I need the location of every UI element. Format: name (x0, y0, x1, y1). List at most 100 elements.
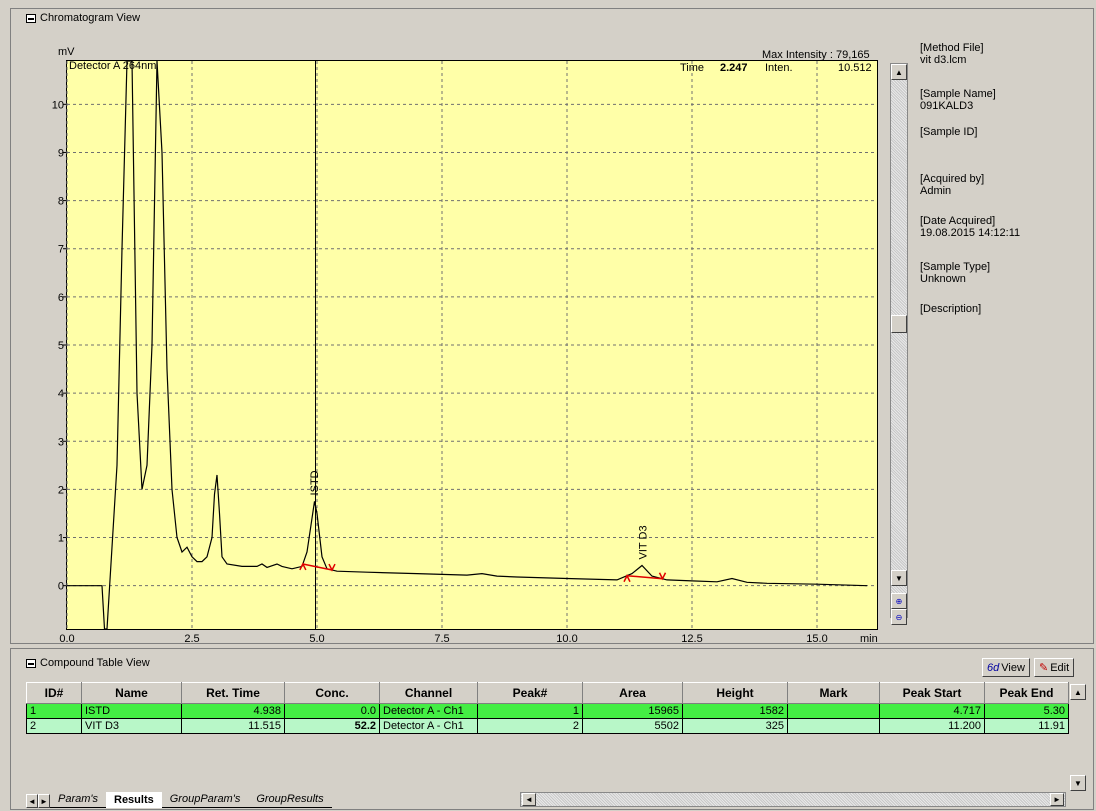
column-header[interactable]: Name (81, 682, 182, 704)
cell-height[interactable]: 1582 (682, 703, 788, 719)
y-tick-label: 8 (58, 196, 64, 208)
peak-start-marker (299, 562, 307, 571)
column-header[interactable]: Height (682, 682, 788, 704)
date-acquired-value: 19.08.2015 14:12:11 (920, 227, 1021, 239)
triangle-down-icon: ▼ (895, 573, 903, 583)
table-horizontal-scrollbar[interactable] (520, 792, 1066, 807)
column-header[interactable]: Peak Start (879, 682, 985, 704)
peak-end-marker (658, 572, 667, 581)
column-header[interactable]: ID# (26, 682, 82, 704)
sample-name-value: 091KALD3 (920, 100, 974, 112)
detector-label: Detector A 264nm (69, 60, 157, 72)
scroll-up-button[interactable]: ▲ (891, 64, 907, 80)
triangle-down-icon: ▼ (1074, 778, 1082, 788)
compound-table-window (10, 648, 1094, 810)
max-intensity-label: Max Intensity : 79,165 (762, 49, 870, 61)
compound-table-titlebar: Compound Table View (26, 655, 150, 671)
cell-ret-time[interactable]: 11.515 (181, 718, 285, 734)
y-unit-label: mV (58, 46, 75, 58)
cell-peak-number[interactable]: 2 (477, 718, 583, 734)
sample-id-label: [Sample ID] (920, 126, 978, 138)
acquired-by-value: Admin (920, 185, 952, 197)
time-label: Time (680, 62, 705, 74)
compound-table[interactable]: ID# Name Ret. Time Conc. Channel Peak# A… (26, 682, 1069, 734)
table-scroll-left-button[interactable]: ◄ (522, 793, 536, 806)
cell-peak-end[interactable]: 5.30 (984, 703, 1069, 719)
time-value: 2.247 (720, 62, 748, 74)
table-row[interactable]: 2 VIT D3 11.515 52.2 Detector A - Ch1 2 … (26, 718, 1069, 734)
integration-baseline (626, 574, 663, 580)
sample-name-label: [Sample Name] (920, 88, 996, 100)
tab-group-results[interactable]: GroupResults (248, 791, 332, 808)
inten-value: 10.512 (838, 62, 872, 74)
cell-area[interactable]: 15965 (582, 703, 683, 719)
peak-end-marker (328, 563, 336, 572)
column-header[interactable]: Ret. Time (181, 682, 285, 704)
table-scroll-right-button[interactable]: ► (1050, 793, 1064, 806)
table-scroll-down-button[interactable]: ▼ (1070, 775, 1086, 791)
edit-button[interactable]: ✎ Edit (1034, 658, 1075, 677)
method-file-value: vit d3.lcm (920, 54, 967, 66)
zoom-out-button[interactable]: ⊖ (891, 609, 907, 625)
column-header[interactable]: Conc. (284, 682, 380, 704)
description-label: [Description] (920, 303, 982, 315)
peak-annotation-label: VIT D3 (638, 525, 650, 559)
window-menu-icon[interactable] (26, 13, 36, 23)
cell-mark[interactable] (787, 718, 880, 734)
cell-channel[interactable]: Detector A - Ch1 (379, 703, 478, 719)
tab-scroll-right-button[interactable]: ► (38, 794, 50, 808)
cell-peak-start[interactable]: 4.717 (879, 703, 985, 719)
y-tick-label: 10 (52, 99, 64, 111)
cell-channel[interactable]: Detector A - Ch1 (379, 718, 478, 734)
cell-conc[interactable]: 0.0 (284, 703, 380, 719)
method-file-label: [Method File] (920, 42, 984, 54)
column-header[interactable]: Area (582, 682, 683, 704)
acquired-by-label: [Acquired by] (920, 173, 985, 185)
tab-scroll-left-button[interactable]: ◄ (26, 794, 38, 808)
cell-peak-end[interactable]: 11.91 (984, 718, 1069, 734)
zoom-in-button[interactable]: ⊕ (891, 593, 907, 609)
chromatogram-view-title: Chromatogram View (40, 12, 141, 24)
y-tick-label: 9 (58, 147, 64, 159)
y-tick-label: 3 (58, 436, 64, 448)
cell-area[interactable]: 5502 (582, 718, 683, 734)
cell-peak-number[interactable]: 1 (477, 703, 583, 719)
chromatogram-view-window (10, 8, 1094, 644)
compound-table-title: Compound Table View (40, 657, 150, 669)
zoom-out-icon: ⊖ (895, 612, 903, 622)
scroll-thumb[interactable] (891, 315, 907, 333)
scroll-down-button[interactable]: ▼ (891, 570, 907, 586)
window-menu-icon[interactable] (26, 658, 36, 668)
sample-type-value: Unknown (920, 273, 966, 285)
y-tick-label: 0 (58, 581, 64, 593)
peak-start-marker (623, 574, 631, 583)
table-row[interactable]: 1 ISTD 4.938 0.0 Detector A - Ch1 1 1596… (26, 703, 1069, 719)
table-header-row: ID# Name Ret. Time Conc. Channel Peak# A… (26, 682, 1069, 704)
tab-group-params[interactable]: GroupParam's (161, 791, 249, 808)
column-header[interactable]: Peak# (477, 682, 583, 704)
cell-ret-time[interactable]: 4.938 (181, 703, 285, 719)
integration-baseline (302, 563, 333, 571)
cell-height[interactable]: 325 (682, 718, 788, 734)
view-button[interactable]: 6d View (982, 658, 1030, 677)
y-tick-label: 2 (58, 484, 64, 496)
sample-type-label: [Sample Type] (920, 261, 991, 273)
inten-label: Inten. (765, 62, 793, 74)
column-header[interactable]: Peak End (984, 682, 1069, 704)
triangle-up-icon: ▲ (895, 67, 903, 77)
column-header[interactable]: Channel (379, 682, 478, 704)
cell-mark[interactable] (787, 703, 880, 719)
cell-conc[interactable]: 52.2 (284, 718, 380, 734)
table-scroll-up-button[interactable]: ▲ (1070, 684, 1086, 700)
table-tab-strip: ◄ ► Param's Results GroupParam's GroupRe… (26, 790, 332, 808)
chromatogram-vertical-scrollbar[interactable] (890, 63, 908, 618)
cell-peak-start[interactable]: 11.200 (879, 718, 985, 734)
cell-id[interactable]: 2 (26, 718, 82, 734)
tab-params[interactable]: Param's (50, 791, 106, 808)
glasses-icon: 6d (987, 661, 1000, 674)
column-header[interactable]: Mark (787, 682, 880, 704)
cell-id[interactable]: 1 (26, 703, 82, 719)
cell-name[interactable]: ISTD (81, 703, 182, 719)
cell-name[interactable]: VIT D3 (81, 718, 182, 734)
tab-results[interactable]: Results (106, 792, 162, 808)
